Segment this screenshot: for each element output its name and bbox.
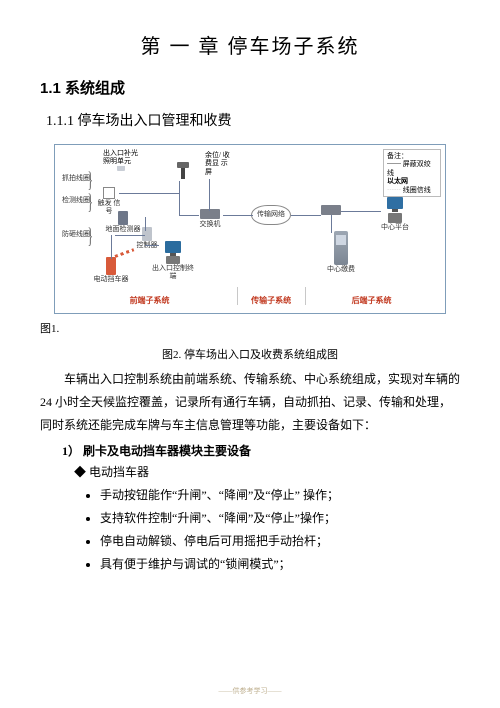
system-diagram: 备注： ━━ 屏蔽双绞线 以太网 ┄┄ 线圈信线 抓拍线圈 } 检测线圈 } 防…: [54, 144, 446, 314]
figure-1-label: 图1.: [40, 320, 460, 336]
legend-title: 备注：: [387, 152, 408, 160]
label-anti-smash: 防砸线圈: [61, 231, 91, 239]
io-terminal: 出入口控制终端: [151, 241, 195, 280]
label-slot-display: 余位/ 收费显 示屏: [205, 151, 231, 176]
list-item: 具有便于维护与调试的“锁闸模式”；: [100, 553, 460, 576]
chapter-title: 第 一 章 停车场子系统: [40, 30, 460, 59]
subsystem-labels: 前端子系统 传输子系统 后端子系统: [65, 294, 435, 306]
list-1-header: 1） 刷卡及电动挡车器模块主要设备: [62, 442, 460, 459]
center-platform: 中心平台: [377, 197, 413, 232]
switch: 交换机: [195, 209, 225, 229]
page-footer: ——供参考学习——: [0, 686, 500, 696]
legend-box: 备注： ━━ 屏蔽双绞线 以太网 ┄┄ 线圈信线: [383, 149, 441, 197]
center-fee: 中心缴费: [323, 231, 359, 274]
bullet-list: 手动按钮能作“升闸”、“降闸”及“停止” 操作； 支持软件控制“升闸”、“降闸”…: [100, 484, 460, 575]
body-para-3: 同时系统还能完成车牌与车主信息管理等功能，主要设备如下：: [40, 414, 460, 437]
body-para-1: 车辆出入口控制系统由前端系统、传输系统、中心系统组成，实现对车辆的: [40, 368, 460, 391]
label-camera-coil: 抓拍线圈: [61, 175, 91, 183]
barrier-gate: 电动挡车器: [91, 257, 131, 284]
section-1-1-1: 1.1.1 停车场出入口管理和收费: [46, 110, 460, 130]
list-item: 支持软件控制“升闸”、“降闸”及“停止”操作；: [100, 507, 460, 530]
section-1-1: 1.1 系统组成: [40, 77, 460, 98]
figure-2-caption: 图2. 停车场出入口及收费系统组成图: [40, 346, 460, 362]
bullet-header: ◆ 电动挡车器: [74, 463, 460, 480]
list-item: 停电自动解锁、停电后可用摇把手动抬杆；: [100, 530, 460, 553]
label-detect-coil: 检测线圈: [61, 197, 91, 205]
list-item: 手动按钮能作“升闸”、“降闸”及“停止” 操作；: [100, 484, 460, 507]
ip-camera: [173, 165, 193, 180]
network-cloud: 传输网络: [251, 205, 291, 225]
label-light-unit: 出入口补光 照明单元: [103, 149, 143, 166]
body-para-2: 24 小时全天候监控覆盖，记录所有通行车辆，自动抓拍、记录、传输和处理，: [40, 391, 460, 414]
